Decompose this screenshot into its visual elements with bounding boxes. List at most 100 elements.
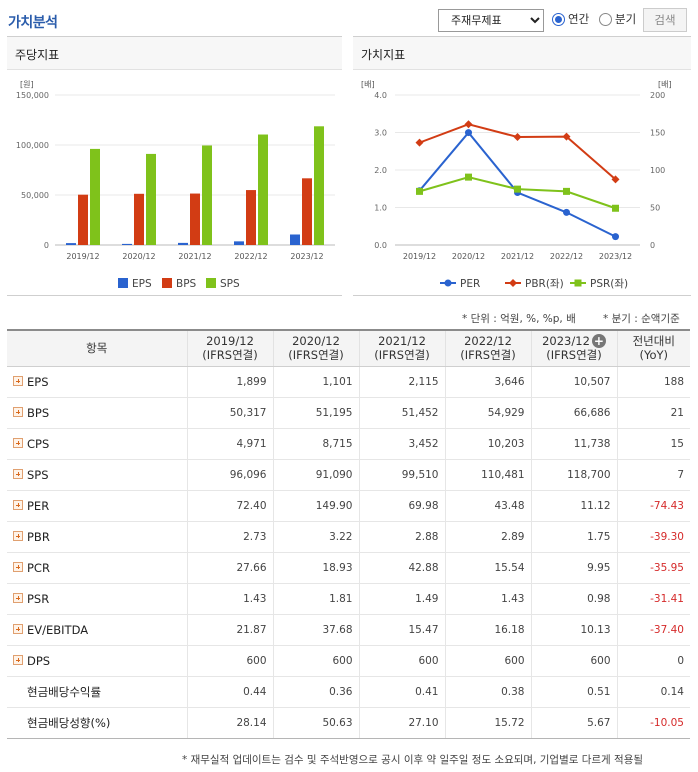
y-tick-label-right: 50 xyxy=(650,204,660,213)
value-cell: 11,738 xyxy=(530,428,617,460)
value-cell: 600 xyxy=(530,645,617,677)
row-label-cell[interactable]: PCR xyxy=(7,552,187,584)
value-cell: 16.18 xyxy=(444,614,531,646)
value-cell: 3,646 xyxy=(444,366,531,398)
value-cell: 27.10 xyxy=(358,707,445,739)
value-cell: 21.87 xyxy=(186,614,273,646)
value-cell: 1.75 xyxy=(530,521,617,553)
row-label-cell[interactable]: BPS xyxy=(7,397,187,429)
bar-bps xyxy=(78,194,88,245)
value-cell: 110,481 xyxy=(444,459,531,491)
radio-quarter[interactable]: 분기 xyxy=(599,11,636,27)
value-cell: 600 xyxy=(444,645,531,677)
table-row: PSR 1.43 1.81 1.49 1.43 0.98 -31.41 xyxy=(7,583,690,615)
data-point xyxy=(416,187,423,195)
bar-eps xyxy=(290,234,300,245)
yoy-cell: -74.43 xyxy=(616,490,690,522)
value-cell: 0.44 xyxy=(186,676,273,708)
row-label-cell[interactable]: PBR xyxy=(7,521,187,553)
row-label-cell[interactable]: PER xyxy=(7,490,187,522)
expand-plus-icon[interactable] xyxy=(13,469,23,479)
value-cell: 2.89 xyxy=(444,521,531,553)
yoy-cell: -10.05 xyxy=(616,707,690,739)
table-row: BPS 50,317 51,195 51,452 54,929 66,686 21 xyxy=(7,397,690,429)
x-tick-label: 2019/12 xyxy=(403,252,436,261)
value-cell: 69.98 xyxy=(358,490,445,522)
value-cell: 15.54 xyxy=(444,552,531,584)
row-label: 현금배당수익률 xyxy=(27,684,102,699)
page-title: 가치분석 xyxy=(8,15,58,31)
yoy-cell: -35.95 xyxy=(616,552,690,584)
value-cell: 8,715 xyxy=(272,428,359,460)
row-label-cell[interactable]: DPS xyxy=(7,645,187,677)
header-period: 2023/12 + (IFRS연결) xyxy=(530,329,617,367)
radio-annual-indicator[interactable] xyxy=(552,12,565,26)
y-tick-label-left: 1.0 xyxy=(374,204,387,213)
value-cell: 1.43 xyxy=(186,583,273,615)
expand-plus-icon[interactable] xyxy=(13,438,23,448)
legend-label: PER xyxy=(460,278,480,290)
expand-plus-icon[interactable] xyxy=(13,624,23,634)
y-tick-label: 0 xyxy=(44,241,49,250)
x-tick-label: 2021/12 xyxy=(501,252,534,261)
value-cell: 51,452 xyxy=(358,397,445,429)
value-cell: 1,101 xyxy=(272,366,359,398)
row-label: EV/EBITDA xyxy=(27,622,89,637)
y-tick-label-left: 3.0 xyxy=(374,129,387,138)
expand-plus-icon[interactable] xyxy=(13,562,23,572)
data-point xyxy=(563,208,570,216)
legend-swatch xyxy=(206,278,216,288)
radio-annual[interactable]: 연간 xyxy=(552,11,589,27)
valuation-chart: [배] [배] 0.0 0 1.0 50 2.0 100 3.0 150 4.0 200 2019/12… xyxy=(361,80,672,290)
expand-plus-icon[interactable] xyxy=(13,376,23,386)
header-period: 2019/12 (IFRS연결) xyxy=(186,329,273,367)
value-cell: 28.14 xyxy=(186,707,273,739)
data-point xyxy=(612,204,619,212)
yoy-cell: 15 xyxy=(616,428,690,460)
row-label-cell[interactable]: PSR xyxy=(7,583,187,615)
row-label-cell[interactable]: CPS xyxy=(7,428,187,460)
header-period: 2022/12 (IFRS연결) xyxy=(444,329,531,367)
data-point xyxy=(464,120,473,129)
header-yoy: 전년대비 (YoY) xyxy=(616,329,690,367)
yoy-cell: 0.14 xyxy=(616,676,690,708)
value-cell: 600 xyxy=(186,645,273,677)
radio-quarter-indicator[interactable] xyxy=(599,12,612,26)
bar-sps xyxy=(258,134,268,245)
expand-plus-icon[interactable] xyxy=(13,593,23,603)
table-row: CPS 4,971 8,715 3,452 10,203 11,738 15 xyxy=(7,428,690,460)
row-label-cell[interactable]: EPS xyxy=(7,366,187,398)
yoy-cell: 21 xyxy=(616,397,690,429)
expand-plus-icon[interactable] xyxy=(13,655,23,665)
legend-label: EPS xyxy=(132,278,152,290)
value-cell: 51,195 xyxy=(272,397,359,429)
value-cell: 118,700 xyxy=(530,459,617,491)
y-tick-label-left: 4.0 xyxy=(374,91,387,100)
per-share-chart: [원] 0 50,000 100,000 150,000 2019/12 2020/12 20… xyxy=(16,80,335,290)
y-tick-label-right: 200 xyxy=(650,91,665,100)
table-row: 현금배당성향(%) 28.14 50.63 27.10 15.72 5.67 -10.05 xyxy=(7,707,690,739)
bar-sps xyxy=(314,126,324,245)
series-line-per xyxy=(418,131,616,238)
row-label-cell[interactable]: EV/EBITDA xyxy=(7,614,187,646)
row-label: CPS xyxy=(27,436,50,451)
y-tick-label-right: 150 xyxy=(650,129,665,138)
add-period-icon[interactable]: + xyxy=(591,334,606,349)
yoy-cell: 7 xyxy=(616,459,690,491)
table-row: PCR 27.66 18.93 42.88 15.54 9.95 -35.95 xyxy=(7,552,690,584)
expand-plus-icon[interactable] xyxy=(13,531,23,541)
x-tick-label: 2020/12 xyxy=(122,252,155,261)
x-tick-label: 2022/12 xyxy=(550,252,583,261)
bar-sps xyxy=(202,145,212,245)
x-tick-label: 2023/12 xyxy=(290,252,323,261)
expand-plus-icon[interactable] xyxy=(13,500,23,510)
search-button[interactable]: 검색 xyxy=(643,8,687,32)
row-label-cell[interactable]: SPS xyxy=(7,459,187,491)
row-label: EPS xyxy=(27,374,49,389)
value-cell: 11.12 xyxy=(530,490,617,522)
expand-plus-icon[interactable] xyxy=(13,407,23,417)
yoy-cell: -31.41 xyxy=(616,583,690,615)
statement-select[interactable]: 주재무제표 xyxy=(438,9,544,32)
value-cell: 0.98 xyxy=(530,583,617,615)
x-tick-label: 2022/12 xyxy=(234,252,267,261)
